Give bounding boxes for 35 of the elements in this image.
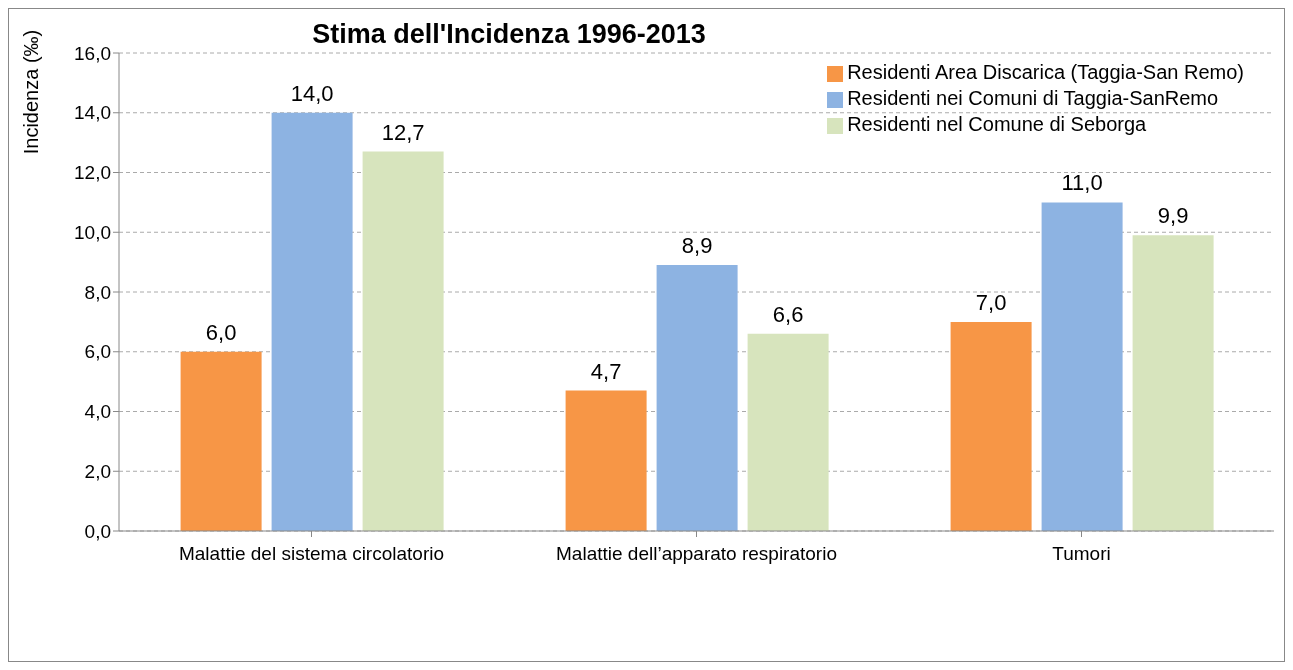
- legend-label: Residenti Area Discarica (Taggia-San Remo): [847, 61, 1244, 83]
- y-tick-label: 14,0: [74, 102, 111, 124]
- data-label: 9,9: [1157, 203, 1189, 229]
- data-label: 6,6: [772, 301, 804, 327]
- data-label: 12,7: [381, 119, 425, 145]
- data-label: 11,0: [1061, 170, 1103, 196]
- x-tick-label: Malattie dell’apparato respiratorio: [556, 543, 837, 565]
- data-label: 6,0: [205, 319, 237, 345]
- y-axis-title: Incidenza (‰): [20, 29, 43, 155]
- bar: [271, 112, 353, 531]
- y-tick-label: 2,0: [84, 460, 111, 482]
- data-label: 7,0: [975, 289, 1007, 315]
- y-tick-label: 12,0: [74, 162, 111, 184]
- legend-label: Residenti nel Comune di Seborga: [847, 113, 1147, 135]
- y-tick-label: 6,0: [84, 341, 111, 363]
- legend-label: Residenti nei Comuni di Taggia-SanRemo: [847, 87, 1219, 109]
- bar: [362, 151, 444, 531]
- x-tick-label: Malattie del sistema circolatorio: [178, 543, 445, 565]
- data-label: 8,9: [681, 233, 713, 259]
- bar: [950, 321, 1032, 531]
- data-label: 14,0: [290, 80, 334, 106]
- x-tick-label: Tumori: [1052, 543, 1111, 565]
- y-tick-label: 16,0: [74, 42, 111, 64]
- bar: [747, 333, 829, 531]
- y-tick-label: 4,0: [84, 401, 111, 423]
- bar: [565, 390, 647, 531]
- y-tick-label: 10,0: [74, 221, 111, 243]
- bar: [180, 351, 262, 531]
- bar: [656, 265, 738, 531]
- y-tick-label: 8,0: [84, 281, 111, 303]
- y-tick-label: 0,0: [84, 520, 111, 542]
- chart-title: Stima dell'Incidenza 1996-2013: [312, 19, 706, 49]
- bar: [1041, 202, 1123, 531]
- bar: [1132, 235, 1214, 531]
- data-label: 4,7: [590, 358, 622, 384]
